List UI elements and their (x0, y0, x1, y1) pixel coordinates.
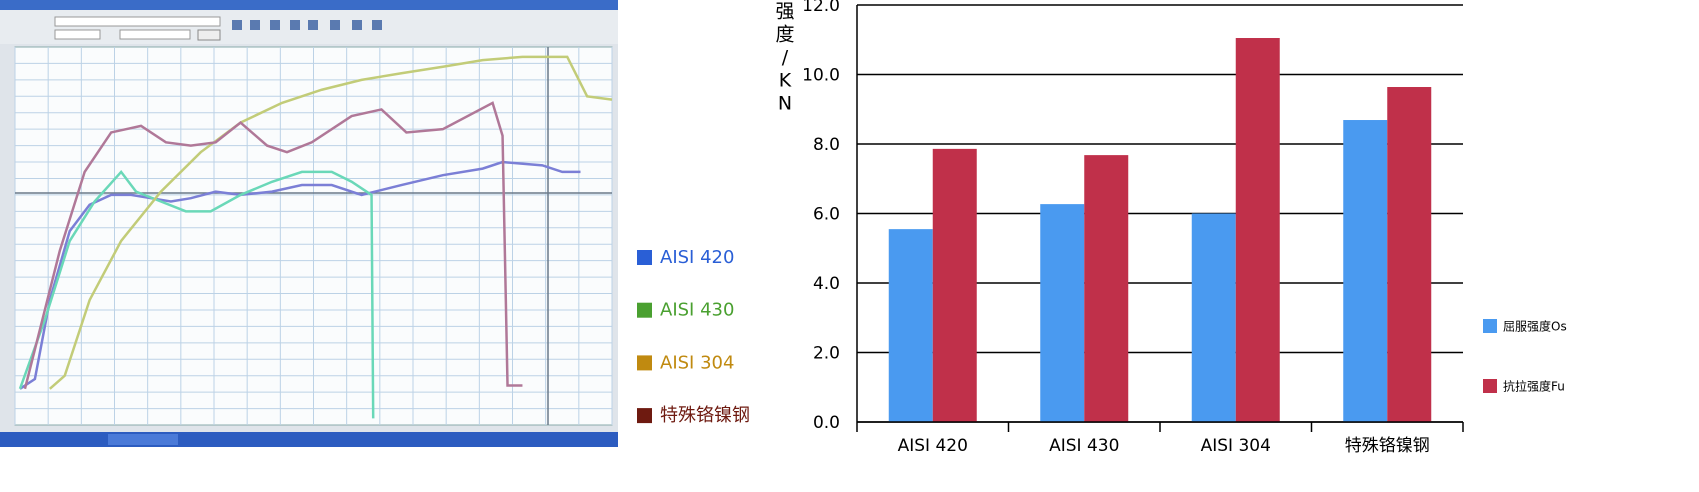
legend-label: AISI 420 (660, 247, 734, 268)
x-tick-label: AISI 420 (898, 436, 968, 456)
input-box[interactable] (54, 16, 221, 27)
y-tick-label: 10.0 (802, 66, 840, 86)
legend-label: 抗拉强度Fu (1503, 379, 1565, 394)
taskbar (0, 432, 618, 447)
y-axis-label: N (778, 93, 792, 115)
task-button[interactable] (108, 434, 178, 445)
bar (932, 148, 977, 423)
x-tick-label: AISI 304 (1201, 436, 1271, 456)
data-line (48, 55, 613, 390)
y-tick-label: 0.0 (813, 413, 840, 433)
y-axis-label: 度 (775, 24, 794, 46)
legend-label: AISI 430 (660, 300, 734, 321)
legend-swatch (637, 408, 652, 424)
y-axis-label: / (782, 47, 789, 69)
legend-swatch (637, 302, 652, 318)
bar (888, 229, 933, 422)
data-line (23, 101, 523, 390)
legend-swatch (637, 355, 652, 371)
bar (1387, 87, 1432, 422)
y-tick-label: 6.0 (813, 205, 840, 225)
legend-label: AISI 304 (660, 352, 734, 373)
legend-swatch (1483, 379, 1497, 393)
input-box[interactable] (54, 29, 101, 40)
y-tick-label: 12.0 (802, 0, 840, 16)
legend-swatch (637, 250, 652, 265)
bar (1040, 204, 1085, 422)
data-line (18, 169, 375, 419)
y-tick-label: 8.0 (813, 135, 840, 155)
toolbar-icons (232, 20, 382, 30)
legend-label: 特殊铬镍钢 (660, 405, 750, 426)
bar (1235, 38, 1280, 422)
y-axis-label: K (779, 70, 792, 92)
legend-label: 屈服强度Os (1503, 319, 1567, 334)
y-tick-label: 2.0 (813, 344, 840, 364)
x-tick-label: AISI 430 (1049, 436, 1119, 456)
x-tick-label: 特殊铬镍钢 (1345, 436, 1430, 456)
title-bar (0, 0, 618, 10)
y-axis-label: 强 (775, 1, 794, 23)
bar (1084, 155, 1129, 422)
input-box[interactable] (119, 29, 191, 40)
button[interactable] (197, 29, 221, 41)
bar (1343, 120, 1388, 423)
bar (1191, 213, 1236, 422)
y-tick-label: 4.0 (813, 274, 840, 294)
legend-swatch (1483, 319, 1497, 333)
